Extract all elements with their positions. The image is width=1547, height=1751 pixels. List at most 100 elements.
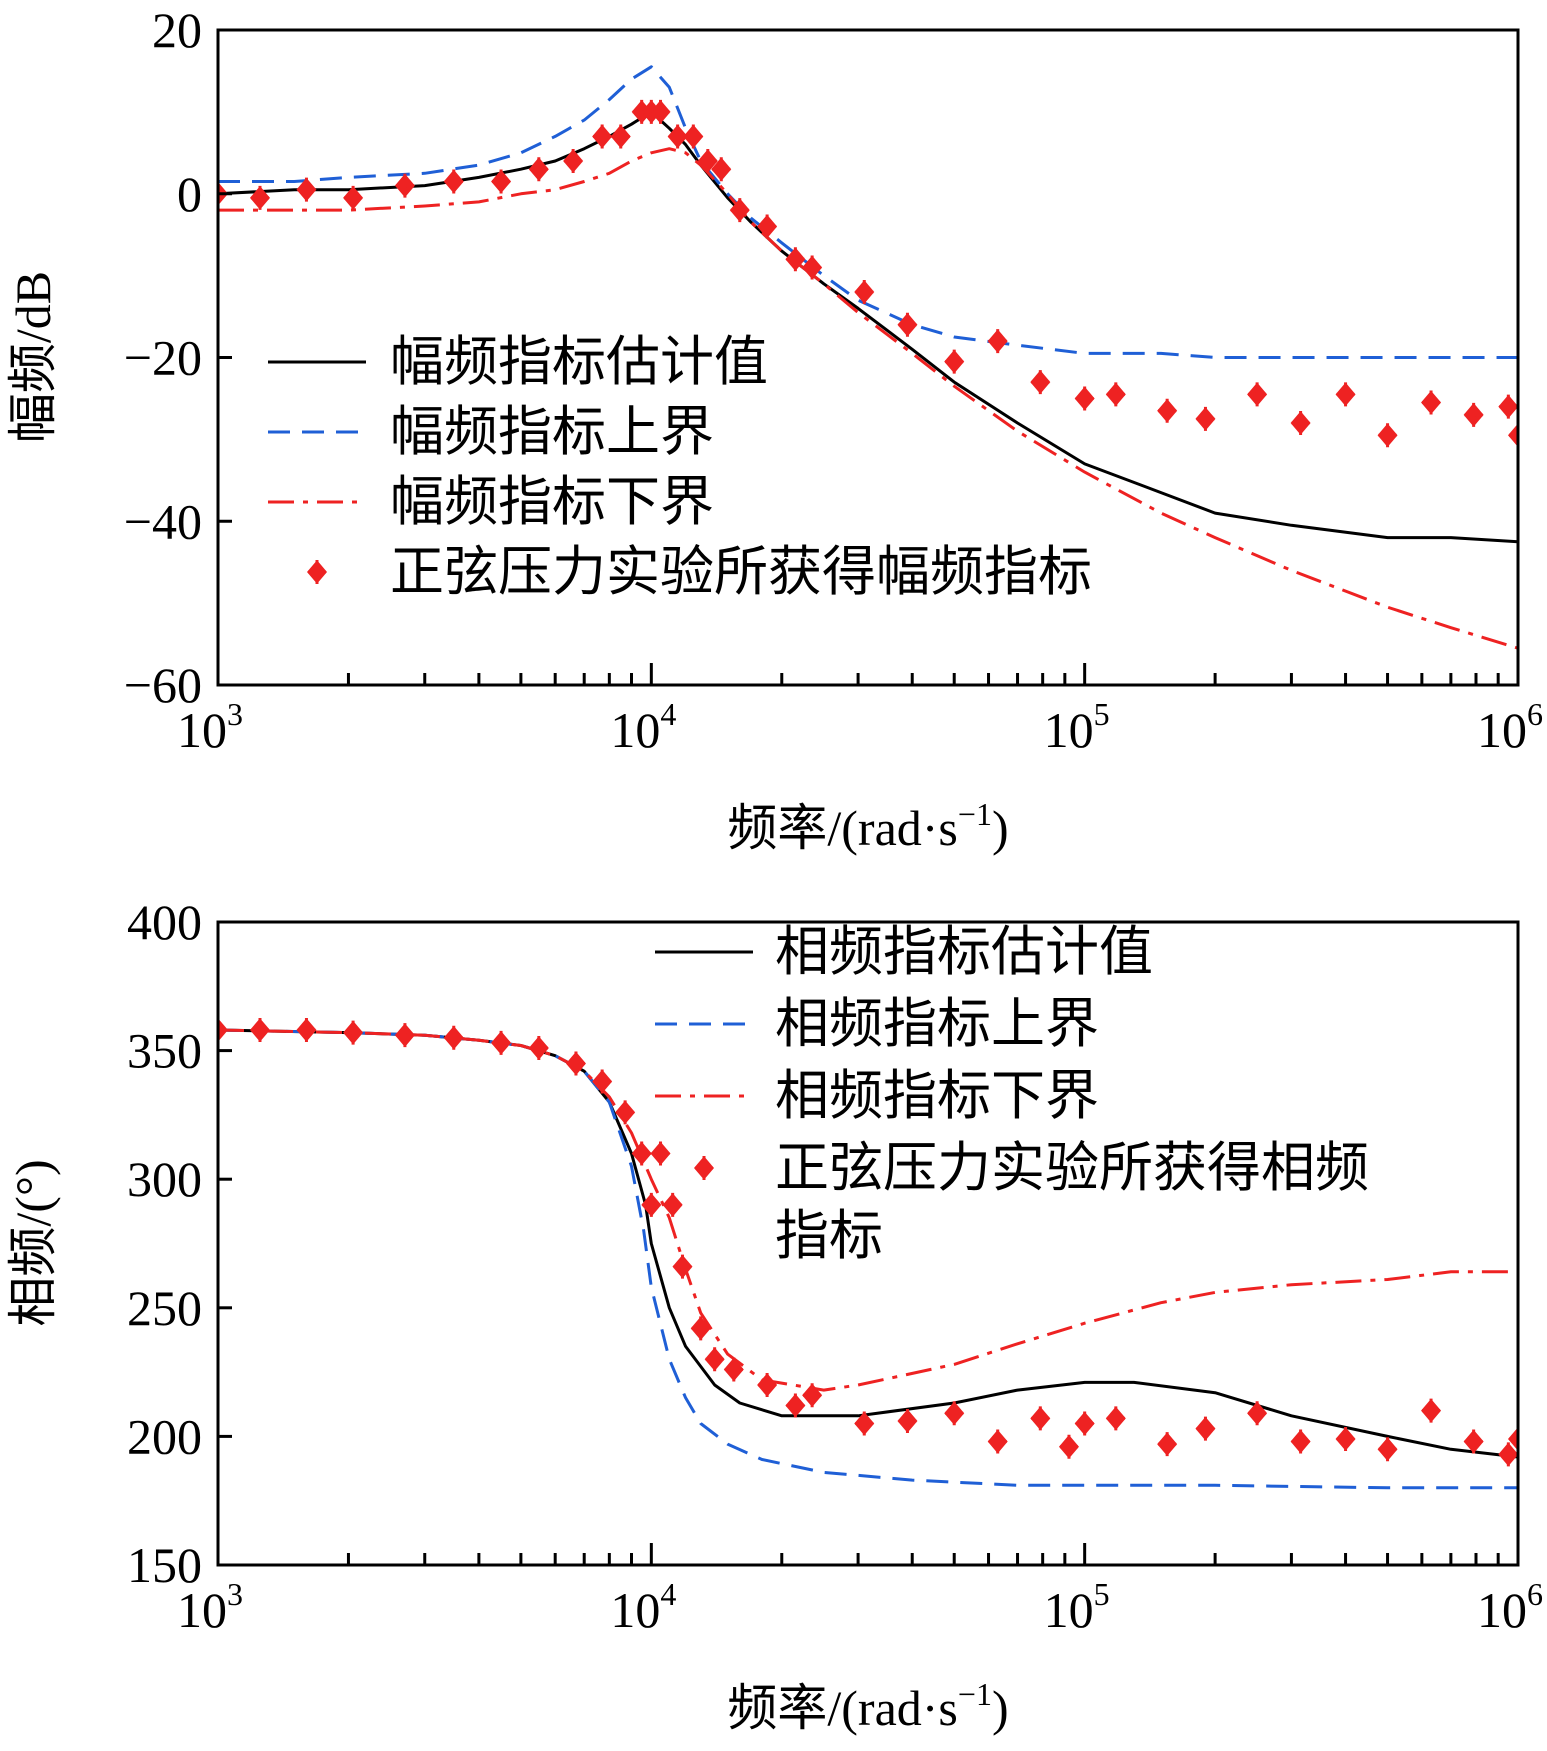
phase-y-tick-label: 250	[127, 1280, 202, 1336]
phase-series-2-line	[218, 1028, 1518, 1392]
magnitude-series-2-line	[218, 147, 1518, 650]
magnitude-y-tick-label: −20	[124, 330, 202, 386]
magnitude-series-3-point-cross	[1196, 406, 1215, 431]
magnitude-legend-label: 幅频指标估计值	[390, 332, 768, 392]
phase-y-tick-label: 350	[127, 1023, 202, 1079]
phase-series-3-point-cross	[673, 1254, 692, 1279]
magnitude-series-layer	[218, 65, 1518, 650]
magnitude-y-tick-label: 20	[152, 2, 202, 58]
magnitude-legend-label: 幅频指标上界	[390, 402, 714, 462]
magnitude-series-3-point-cross	[611, 124, 630, 149]
magnitude-series-3-point-cross	[698, 149, 717, 173]
magnitude-series-3-point-cross	[250, 185, 269, 210]
phase-y-tick-label: 400	[127, 894, 202, 950]
phase-legend-label: 相频指标下界	[775, 1066, 1099, 1126]
magnitude-series-3-point-cross	[730, 198, 749, 223]
phase-y-axis-title: 相频/(°)	[5, 1159, 61, 1326]
magnitude-y-axis-title: 幅频/dB	[5, 271, 61, 443]
phase-y-tick-label: 300	[127, 1151, 202, 1207]
phase-series-3-point-cross	[616, 1100, 635, 1125]
magnitude-series-1-line	[218, 65, 1518, 359]
phase-series-3-point-cross	[1031, 1406, 1050, 1431]
phase-series-3-point-cross	[988, 1429, 1007, 1454]
magnitude-series-3-point-cross	[1075, 386, 1094, 411]
phase-series-3-point-cross	[297, 1018, 316, 1043]
phase-series-3-point-cross	[529, 1036, 548, 1061]
phase-series-3-point-cross	[691, 1316, 710, 1341]
magnitude-series-3-point-cross	[1336, 382, 1355, 407]
magnitude-series-3-point-cross	[1464, 402, 1483, 427]
magnitude-legend-label: 幅频指标下界	[390, 472, 714, 532]
magnitude-series-3-point-cross	[529, 157, 548, 182]
magnitude-series-3-point-cross	[898, 312, 917, 337]
magnitude-series-3-point-cross	[684, 124, 703, 149]
magnitude-series-3-point-cross	[564, 149, 583, 173]
magnitude-series-3-point-cross	[297, 177, 316, 202]
magnitude-series-3-point-cross	[758, 214, 777, 239]
phase-series-3-point-cross	[642, 1192, 661, 1217]
phase-series-3-point-cross	[803, 1383, 822, 1408]
magnitude-x-tick-label: 103	[177, 696, 243, 758]
phase-series-3-point-cross	[1464, 1429, 1483, 1454]
phase-series-3-point-cross	[663, 1192, 682, 1217]
magnitude-x-tick-label: 106	[1477, 696, 1543, 758]
magnitude-series-3-point-cross	[1422, 390, 1441, 415]
magnitude-legend-label: 正弦压力实验所获得幅频指标	[390, 542, 1092, 602]
phase-series-3-point-cross	[1106, 1406, 1125, 1431]
magnitude-y-tick-label: −60	[124, 657, 202, 713]
phase-series-3-point-cross	[1075, 1411, 1094, 1436]
phase-series-3-point-cross	[250, 1018, 269, 1043]
magnitude-x-tick-label: 104	[610, 696, 676, 758]
phase-series-3-point-cross	[758, 1372, 777, 1397]
magnitude-series-3-point-cross	[1031, 370, 1050, 395]
magnitude-series-3-point-cross	[786, 247, 805, 272]
phase-legend-marker-cross	[695, 1156, 713, 1180]
phase-series-layer	[218, 1018, 1518, 1490]
phase-x-tick-label: 104	[610, 1576, 676, 1638]
magnitude-series-3-point-cross	[344, 185, 363, 210]
phase-series-3-point-cross	[218, 1018, 227, 1043]
phase-series-3-point-cross	[898, 1408, 917, 1433]
magnitude-series-3-point-cross	[945, 349, 964, 374]
magnitude-series-3-point-cross	[712, 157, 731, 182]
magnitude-series-3-point-cross	[593, 124, 612, 149]
magnitude-series-3-point-cross	[1248, 382, 1267, 407]
phase-series-3-point-cross	[1248, 1401, 1267, 1426]
magnitude-y-tick-label: −40	[124, 493, 202, 549]
phase-y-tick-label: 150	[127, 1537, 202, 1593]
magnitude-series-3-point-cross	[1509, 423, 1518, 448]
phase-series-3-point-cross	[1158, 1432, 1177, 1457]
phase-x-tick-label: 105	[1044, 1576, 1110, 1638]
phase-series-3-point-cross	[1059, 1434, 1078, 1459]
phase-series-3-point-cross	[492, 1030, 511, 1055]
phase-legend-label: 相频指标上界	[775, 994, 1099, 1054]
phase-series-3-point-cross	[566, 1051, 585, 1076]
phase-series-3-point-cross	[1336, 1426, 1355, 1451]
phase-series-3-point-cross	[855, 1411, 874, 1436]
phase-series-3-point-cross	[1509, 1426, 1518, 1451]
phase-y-tick-label: 200	[127, 1408, 202, 1464]
magnitude-x-tick-label: 105	[1044, 696, 1110, 758]
phase-plot-frame	[216, 920, 1520, 1567]
magnitude-series-0-line	[218, 110, 1518, 544]
phase-series-3-point-cross	[593, 1069, 612, 1094]
phase-x-axis-title: 频率/(rad·s−1)	[727, 1676, 1008, 1736]
phase-series-3-point-cross	[1378, 1437, 1397, 1462]
phase-series-3-point-cross	[945, 1401, 964, 1426]
magnitude-y-tick-label: 0	[177, 166, 202, 222]
phase-series-3-point-cross	[632, 1141, 651, 1166]
magnitude-legend-marker-cross	[308, 560, 326, 584]
magnitude-series-3-point-cross	[1291, 411, 1310, 435]
phase-series-3-point-cross	[724, 1357, 743, 1382]
phase-series-3-point-cross	[651, 1141, 670, 1166]
phase-series-3-point-cross	[444, 1025, 463, 1050]
phase-series-3-point-cross	[786, 1393, 805, 1418]
magnitude-series-3-point-cross	[988, 329, 1007, 354]
